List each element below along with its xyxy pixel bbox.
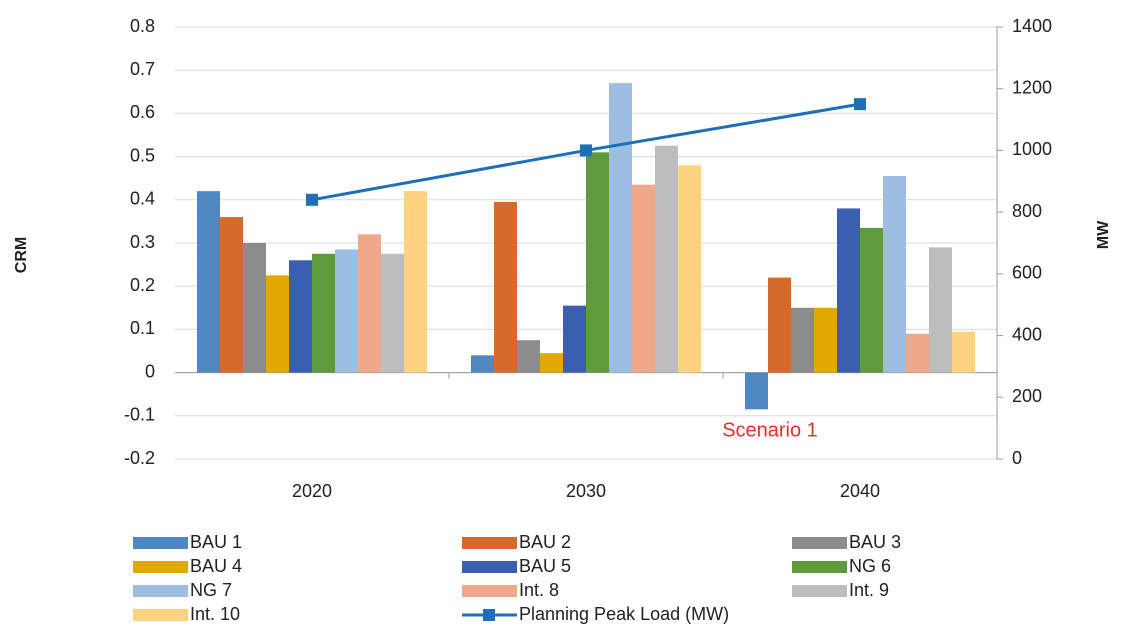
bar <box>243 243 266 373</box>
y-tick-label: 0.1 <box>130 318 155 338</box>
bar <box>404 191 427 373</box>
bar <box>883 176 906 373</box>
legend-label: Int. 8 <box>519 580 559 600</box>
bar <box>837 208 860 373</box>
legend-swatch <box>462 537 517 549</box>
legend-marker <box>483 609 495 621</box>
bar <box>768 277 791 373</box>
bar <box>906 333 929 373</box>
y-tick-label: -0.1 <box>124 405 155 425</box>
y2-tick-label: 0 <box>1012 448 1022 468</box>
bar <box>471 355 494 373</box>
bar <box>494 201 517 373</box>
x-tick-label: 2030 <box>566 481 606 501</box>
bar <box>952 331 975 373</box>
line-marker <box>854 98 866 111</box>
bar <box>745 372 768 410</box>
legend-swatch <box>133 561 188 573</box>
legend-label: Int. 9 <box>849 580 889 600</box>
legend-label: BAU 5 <box>519 556 571 576</box>
legend-label: Planning Peak Load (MW) <box>519 604 729 624</box>
bar <box>517 340 540 373</box>
bar <box>266 275 289 373</box>
y-tick-label: 0.7 <box>130 59 155 79</box>
y-tick-label: 0.2 <box>130 275 155 295</box>
legend-label: BAU 2 <box>519 532 571 552</box>
y-tick-label: 0.4 <box>130 189 155 209</box>
annotation: Scenario 1 <box>722 419 818 441</box>
bar <box>929 247 952 373</box>
y-tick-label: -0.2 <box>124 448 155 468</box>
legend-swatch <box>462 585 517 597</box>
y-tick-label: 0.6 <box>130 102 155 122</box>
line-marker <box>580 144 592 157</box>
legend-label: BAU 3 <box>849 532 901 552</box>
legend-swatch <box>792 585 847 597</box>
legend-swatch <box>462 561 517 573</box>
y-axis-title: CRM <box>13 237 30 273</box>
legend-label: Int. 10 <box>190 604 240 624</box>
line-marker <box>306 193 318 206</box>
x-tick-label: 2020 <box>292 481 332 501</box>
y-tick-label: 0 <box>145 361 155 381</box>
y-tick-label: 0.5 <box>130 145 155 165</box>
y-tick-label: 0.8 <box>130 16 155 36</box>
bar <box>655 145 678 373</box>
y2-tick-label: 600 <box>1012 263 1042 283</box>
legend-swatch <box>792 537 847 549</box>
legend-swatch <box>133 609 188 621</box>
legend-label: NG 7 <box>190 580 232 600</box>
bar <box>632 184 655 373</box>
legend-swatch <box>133 537 188 549</box>
y2-axis-title: MW <box>1095 220 1112 249</box>
bar <box>563 305 586 373</box>
bar <box>791 307 814 373</box>
y2-tick-label: 800 <box>1012 201 1042 221</box>
legend-swatch <box>133 585 188 597</box>
bar <box>289 260 312 373</box>
bar <box>197 191 220 373</box>
legend-label: NG 6 <box>849 556 891 576</box>
bar <box>220 217 243 373</box>
y2-tick-label: 200 <box>1012 386 1042 406</box>
bar <box>678 165 701 373</box>
legend-label: BAU 1 <box>190 532 242 552</box>
y2-tick-label: 400 <box>1012 324 1042 344</box>
y2-tick-label: 1400 <box>1012 16 1052 36</box>
bar <box>335 249 358 373</box>
legend-swatch <box>792 561 847 573</box>
bar <box>358 234 381 373</box>
bar <box>312 253 335 373</box>
legend-label: BAU 4 <box>190 556 242 576</box>
bar <box>586 152 609 373</box>
x-tick-label: 2040 <box>840 481 880 501</box>
bar <box>609 83 632 373</box>
y-tick-label: 0.3 <box>130 232 155 252</box>
bar <box>814 307 837 373</box>
bar <box>540 353 563 373</box>
y2-tick-label: 1000 <box>1012 139 1052 159</box>
bar <box>860 227 883 373</box>
y2-tick-label: 1200 <box>1012 77 1052 97</box>
bar <box>381 253 404 373</box>
